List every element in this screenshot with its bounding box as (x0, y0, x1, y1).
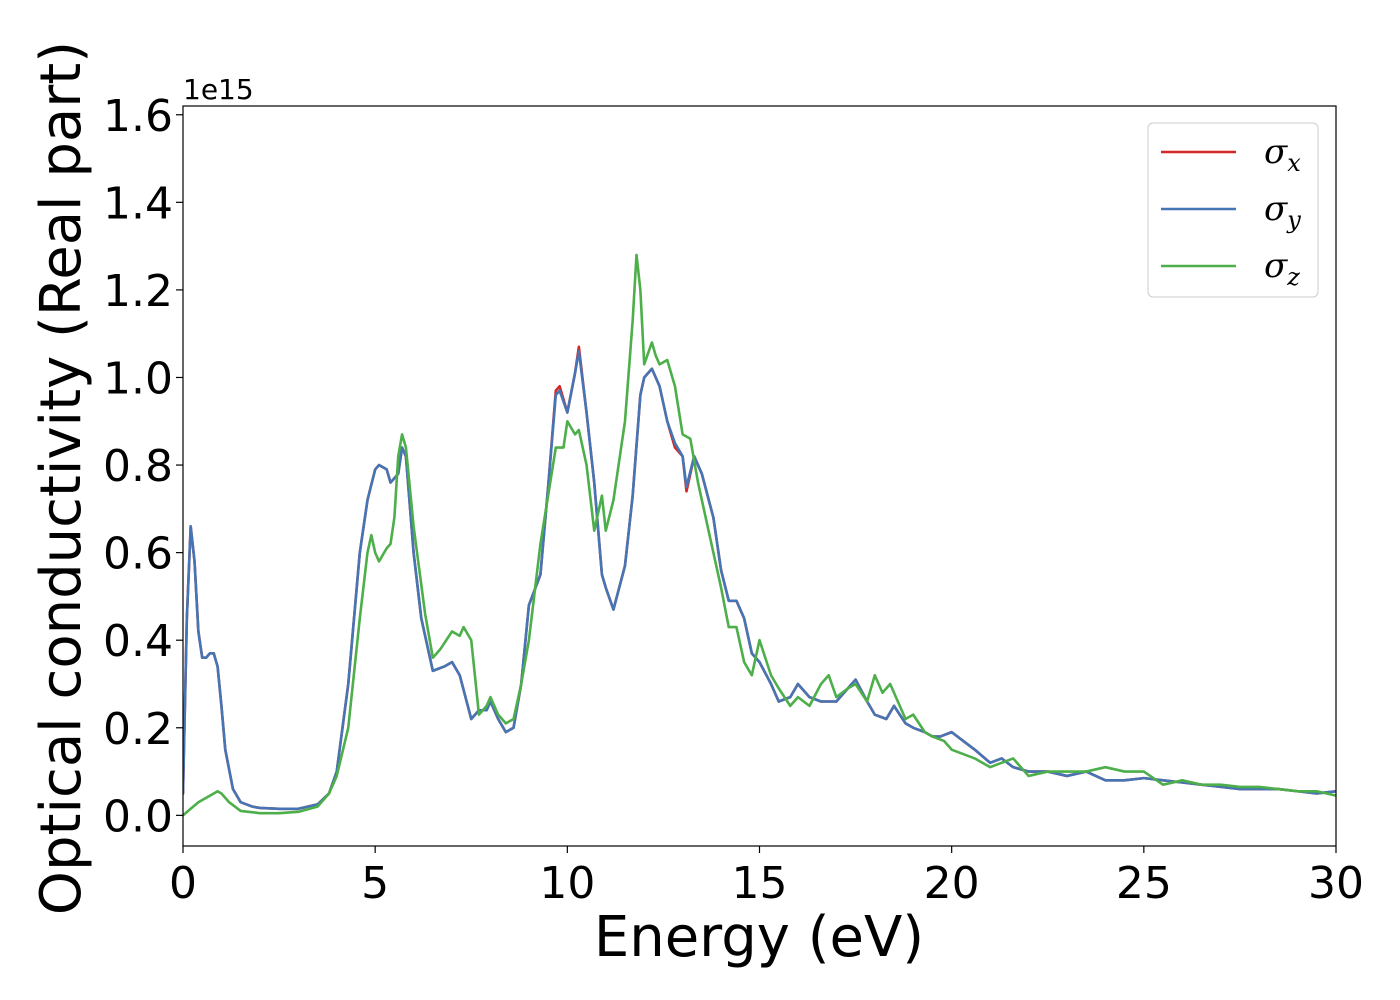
series-line-z (183, 253, 1336, 817)
y-axis-title: Optical conductivity (Real part) (29, 41, 94, 915)
y-axis-ticks: 0.0 0.2 0.4 0.6 0.8 1.0 1.2 1.4 1.6 (103, 91, 183, 842)
y-tick-label: 1.0 (103, 353, 173, 404)
series-line-x (183, 345, 1336, 811)
y-tick-label: 1.2 (103, 266, 173, 317)
y-tick-label: 0.4 (103, 616, 173, 667)
x-axis-ticks: 0 5 10 15 20 25 30 (169, 846, 1364, 909)
x-tick-label: 5 (361, 858, 389, 909)
x-tick-label: 10 (539, 858, 595, 909)
x-tick-label: 30 (1308, 858, 1364, 909)
y-tick-label: 0.2 (103, 704, 173, 755)
legend-label-x: σx (1264, 132, 1301, 177)
x-tick-label: 15 (732, 858, 788, 909)
y-tick-label: 1.4 (103, 178, 173, 229)
legend-label-z: σz (1264, 246, 1300, 291)
y-tick-label: 0.6 (103, 529, 173, 580)
legend: σx σy σz (1147, 122, 1319, 298)
x-tick-label: 20 (924, 858, 980, 909)
x-tick-label: 0 (169, 858, 197, 909)
y-tick-label: 1.6 (103, 91, 173, 142)
y-offset-text: 1e15 (183, 73, 254, 106)
y-tick-label: 0.8 (103, 441, 173, 492)
x-tick-label: 25 (1116, 858, 1172, 909)
x-axis-title: Energy (eV) (594, 905, 924, 970)
series-line-y (183, 349, 1336, 811)
y-tick-label: 0.0 (103, 791, 173, 842)
series-layer (183, 253, 1336, 817)
legend-label-y: σy (1264, 189, 1301, 234)
